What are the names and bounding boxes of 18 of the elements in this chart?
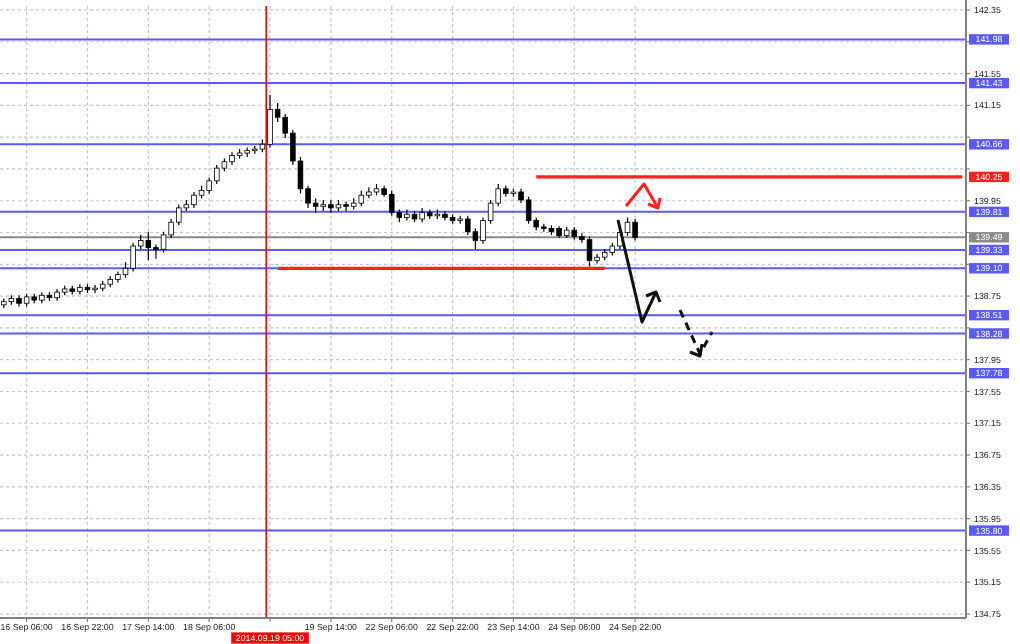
candlestick (328, 199, 334, 214)
candlestick (586, 235, 593, 268)
candlestick (388, 189, 395, 217)
candlestick (92, 284, 98, 294)
candlestick (465, 215, 471, 236)
candlestick (115, 270, 121, 284)
candlestick (442, 210, 448, 222)
candlestick (267, 94, 273, 149)
candlestick (130, 242, 136, 273)
candlestick (145, 231, 152, 261)
candlestick (404, 208, 410, 222)
candlestick (214, 164, 220, 185)
candlestick (366, 186, 372, 199)
candlestick (343, 200, 349, 212)
candlestick (525, 196, 532, 225)
candlestick (632, 218, 638, 242)
candlestick (541, 223, 547, 233)
candlestick (77, 283, 83, 296)
